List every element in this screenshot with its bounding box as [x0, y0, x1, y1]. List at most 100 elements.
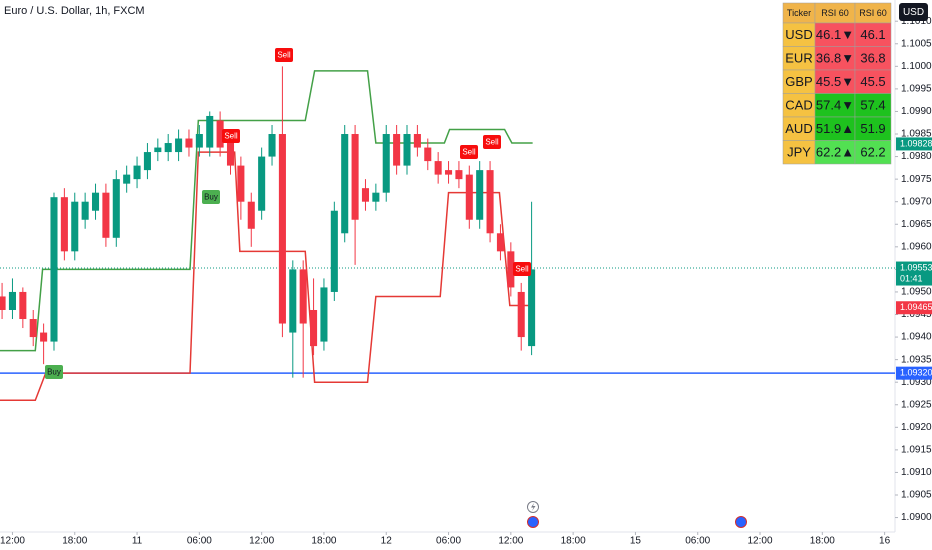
y-tick-label: 1.09650 — [901, 219, 932, 230]
y-tick-label: 1.09000 — [901, 512, 932, 523]
price-label: 1.09828 — [900, 138, 932, 148]
price-label: 1.09320 — [900, 368, 932, 378]
signal-badge — [45, 365, 63, 379]
x-tick-label: 18:00 — [561, 536, 586, 547]
signal-label: Sell — [485, 138, 499, 147]
x-tick-label: 06:00 — [685, 536, 710, 547]
table-text: 45.5▼ — [816, 74, 854, 89]
y-tick-label: 1.09100 — [901, 467, 932, 478]
candle-body — [133, 165, 141, 180]
y-tick-label: 1.09950 — [901, 84, 932, 95]
candle-body — [8, 291, 16, 310]
candle-body — [143, 152, 151, 171]
price-label: 1.09465 — [900, 302, 932, 312]
candle-body — [81, 201, 89, 220]
price-label-box — [896, 261, 932, 286]
candle-body — [424, 147, 432, 162]
x-tick-label: 18:00 — [810, 536, 835, 547]
candle-body — [154, 147, 162, 153]
table-text: 57.4 — [860, 98, 885, 113]
candle-body — [465, 174, 473, 220]
candle-body — [185, 138, 193, 148]
candle-body — [50, 197, 58, 342]
table-text: AUD — [785, 121, 812, 136]
candle-body — [19, 291, 27, 320]
x-tick-label: 12:00 — [0, 536, 25, 547]
table-header: RSI 60 — [821, 8, 849, 18]
event-icon[interactable] — [527, 516, 539, 528]
currency-label[interactable]: USD — [903, 7, 924, 18]
y-tick-label: 1.09200 — [901, 422, 932, 433]
candle-body — [486, 170, 494, 234]
candle-body — [496, 233, 504, 252]
plot: Sell Sell Sell Sell Sell Buy Buy — [0, 48, 895, 401]
table-text: 46.1▼ — [816, 27, 854, 42]
y-tick-label: 1.09400 — [901, 332, 932, 343]
candle-body — [310, 309, 318, 347]
price-label-box — [896, 301, 932, 315]
signal-label: Buy — [47, 368, 61, 377]
y-tick-label: 1.09700 — [901, 196, 932, 207]
chart-title: Euro / U.S. Dollar, 1h, FXCM — [4, 5, 145, 17]
event-icon[interactable] — [735, 516, 747, 528]
price-label-box — [896, 137, 932, 151]
price-label: 1.09553 — [900, 262, 932, 272]
y-tick-label: 1.10000 — [901, 61, 932, 72]
y-tick-label: 1.10100 — [901, 16, 932, 27]
candle-body — [299, 269, 307, 324]
candle-body — [206, 115, 214, 148]
y-tick-label: 1.09800 — [901, 151, 932, 162]
candle-body — [258, 156, 266, 211]
y-tick-label: 1.09350 — [901, 354, 932, 365]
candle-body — [175, 138, 183, 153]
candle-body — [507, 251, 515, 288]
indicator-line — [0, 70, 533, 352]
y-tick-label: 1.09600 — [901, 241, 932, 252]
signal-badge — [202, 190, 220, 204]
signal-label: Sell — [277, 51, 291, 60]
currency-button[interactable] — [899, 3, 928, 21]
candle-body — [455, 170, 463, 180]
y-tick-label: 1.09150 — [901, 445, 932, 456]
candle-body — [341, 134, 349, 234]
candle-body — [382, 134, 390, 193]
x-tick-label: 18:00 — [311, 536, 336, 547]
y-tick-label: 1.09300 — [901, 377, 932, 388]
signal-badge — [483, 135, 501, 149]
candle-body — [403, 134, 411, 166]
candle-body — [226, 138, 235, 166]
candle-body — [278, 134, 286, 324]
x-tick-label: 11 — [132, 536, 143, 547]
x-tick-label: 12:00 — [748, 536, 773, 547]
signal-label: Buy — [204, 193, 218, 202]
table-text: JPY — [787, 145, 811, 160]
signal-badge — [222, 129, 240, 143]
candle-body — [528, 269, 536, 347]
candle-body — [289, 269, 297, 333]
x-tick-label: 12 — [381, 536, 393, 547]
candle-body — [476, 170, 484, 220]
x-tick-label: 16 — [879, 536, 891, 547]
signal-label: Sell — [224, 132, 238, 141]
x-tick-label: 06:00 — [436, 536, 461, 547]
candle-body — [393, 134, 401, 166]
candle-body — [372, 192, 380, 202]
signal-label: Sell — [515, 265, 529, 274]
candle-body — [102, 192, 110, 238]
candle-body — [195, 134, 203, 148]
x-tick-label: 18:00 — [62, 536, 87, 547]
candle-body — [71, 201, 79, 252]
x-tick-label: 12:00 — [249, 536, 274, 547]
candle-body — [434, 161, 442, 175]
candle-body — [29, 319, 37, 338]
table-cell — [854, 140, 892, 165]
candle-body — [40, 332, 48, 342]
table-text: 62.2▲ — [816, 145, 854, 160]
candle-body — [330, 210, 338, 292]
x-tick-label: 15 — [630, 536, 642, 547]
table-text: 36.8 — [860, 51, 885, 66]
table-header: Ticker — [787, 8, 811, 18]
candle-body — [237, 165, 245, 202]
y-tick-label: 1.09050 — [901, 490, 932, 501]
